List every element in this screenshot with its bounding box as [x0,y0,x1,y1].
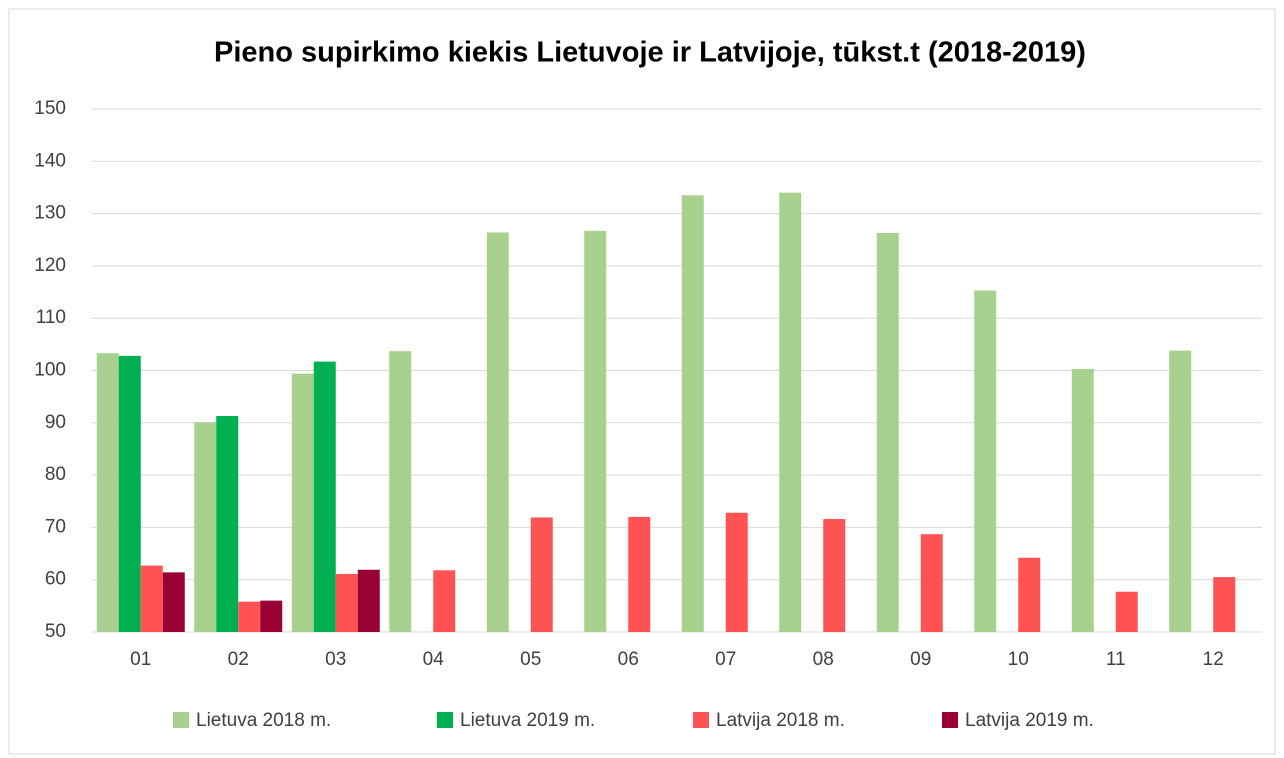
bar [96,353,119,632]
bar [357,569,380,632]
x-tick-label: 03 [325,649,346,670]
bar [389,351,412,632]
bar [974,290,997,632]
bar [140,565,163,632]
y-tick-label: 130 [34,203,66,224]
legend-label: Latvija 2018 m. [716,710,845,731]
y-tick-label: 80 [45,464,66,485]
legend-swatch [437,712,453,728]
x-tick-label: 02 [228,649,249,670]
bar [530,517,553,632]
x-tick-label: 06 [618,649,639,670]
bar [1071,368,1094,632]
bar [1213,577,1236,632]
x-tick-label: 11 [1106,649,1126,670]
bar [584,230,607,632]
x-tick-label: 08 [813,649,834,670]
bar [118,355,141,632]
bar [433,570,456,632]
y-tick-label: 120 [34,255,66,276]
bar [681,195,704,633]
bar [779,192,802,632]
bar [920,534,943,632]
bar [260,600,283,632]
bar [238,601,261,632]
bar [313,361,336,632]
y-tick-label: 150 [34,98,66,119]
y-tick-label: 60 [45,569,66,590]
x-tick-label: 12 [1203,649,1224,670]
legend-label: Latvija 2019 m. [965,710,1094,731]
bar [823,519,846,632]
y-tick-label: 140 [34,150,66,171]
legend-swatch [173,712,189,728]
x-tick-label: 04 [423,649,445,670]
x-tick-label: 01 [130,649,151,670]
bar [876,232,899,633]
y-tick-label: 90 [45,412,66,433]
y-tick-label: 100 [34,360,66,381]
bar [216,416,239,632]
y-tick-label: 110 [36,307,66,328]
bar [486,232,509,633]
bar [628,516,651,632]
bar [1018,557,1041,632]
bar [194,422,217,632]
x-tick-label: 10 [1008,649,1029,670]
y-tick-label: 50 [45,621,66,642]
legend-swatch [693,712,709,728]
chart-title: Pieno supirkimo kiekis Lietuvoje ir Latv… [214,37,1086,69]
bar [725,512,748,632]
legend-swatch [942,712,958,728]
x-tick-label: 09 [910,649,931,670]
x-tick-label: 07 [715,649,736,670]
legend-label: Lietuva 2018 m. [196,710,331,731]
bar [162,572,185,632]
bar [1169,350,1192,632]
bar [1115,591,1138,632]
x-tick-label: 05 [520,649,541,670]
bar [291,373,314,632]
bar [335,573,358,632]
legend-label: Lietuva 2019 m. [460,710,595,731]
y-tick-label: 70 [45,516,66,537]
